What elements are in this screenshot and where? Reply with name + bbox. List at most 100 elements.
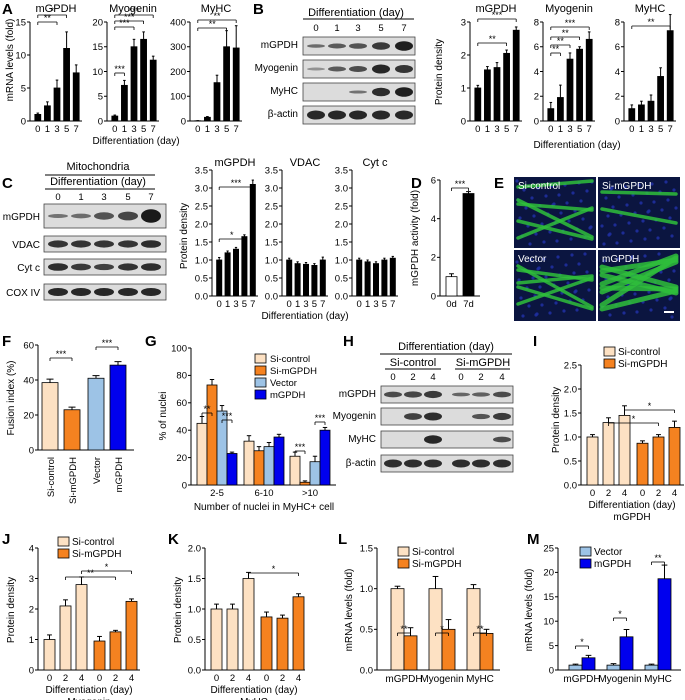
panel-i-bar xyxy=(618,414,631,486)
panel-m-x-tick-label: MyHC xyxy=(644,674,672,685)
panel-c-cytc-x-tick-label: 7 xyxy=(390,299,395,310)
panel-k-y-tick-label: 0.0 xyxy=(188,665,201,676)
panel-e-nucleus xyxy=(623,185,627,189)
panel-b-myhc-title: MyHC xyxy=(635,3,666,15)
panel-a-myhc-bar xyxy=(232,47,240,122)
panel-e-nucleus xyxy=(556,255,560,259)
panel-b-myogenin-x-tick-label: 1 xyxy=(558,124,563,135)
panel-e-myotube xyxy=(599,255,679,308)
panel-e-nucleus xyxy=(530,196,534,200)
panel-e-myotube xyxy=(599,253,679,287)
panel-a-mgpdh-y-tick-label: 10 xyxy=(15,50,26,61)
panel-h-blot-membrane xyxy=(380,385,514,404)
panel-e-nucleus xyxy=(517,278,521,282)
panel-e-image-tile xyxy=(514,177,596,248)
panel-g-y-tick-label: 40 xyxy=(176,426,187,437)
panel-j-bar xyxy=(125,600,138,671)
panel-b-myogenin-sig-label: ** xyxy=(562,28,570,38)
panel-c-mgpdh-y-tick-label: 0.5 xyxy=(195,273,208,284)
panel-j-bar xyxy=(43,639,56,671)
panel-e-image-label: Si-control xyxy=(518,181,560,192)
panel-m-legend-swatch xyxy=(579,546,592,557)
panel-e-nucleus xyxy=(531,276,535,280)
panel-e-nucleus xyxy=(668,297,672,301)
panel-b-myogenin-bar xyxy=(557,97,564,122)
panel-f-x-tick-label: Si-control xyxy=(46,457,57,497)
panel-f-sig-label: *** xyxy=(56,349,67,359)
panel-i-bar xyxy=(602,422,615,486)
panel-letter-f: F xyxy=(2,333,11,350)
panel-j-legend-label: Si-control xyxy=(72,537,114,548)
panel-i-bar xyxy=(636,442,649,486)
panel-e-nucleus xyxy=(583,252,587,256)
panel-c-blot-band xyxy=(71,240,91,248)
panel-c-vdac-x-tick-label: 0 xyxy=(287,299,292,310)
panel-a-myogenin-bar xyxy=(130,46,138,122)
panel-e-nucleus xyxy=(670,234,674,238)
panel-c-mgpdh-bar xyxy=(232,248,240,297)
panel-h-blot-band xyxy=(424,412,442,421)
panel-f-y-tick-label: 60 xyxy=(23,340,34,351)
panel-c-cytc-x-tick-label: 5 xyxy=(382,299,387,310)
panel-j-y-tick-label: 1 xyxy=(29,635,34,646)
panel-b-blot-band xyxy=(349,65,367,73)
panel-e-myotube xyxy=(516,179,594,189)
panel-k-bar xyxy=(292,596,305,671)
panel-c-vdac-x-tick-label: 1 xyxy=(295,299,300,310)
panel-e-nucleus xyxy=(534,313,538,317)
panel-g-bar xyxy=(196,422,208,486)
panel-g-legend-label: mGPDH xyxy=(270,390,306,401)
panel-g-bar xyxy=(309,461,321,486)
panel-b-myhc-x-tick-label: 1 xyxy=(639,124,644,135)
panel-h-blot-band xyxy=(424,435,442,444)
panel-a-myhc-x-tick-label: 5 xyxy=(224,124,229,135)
panel-e-nucleus xyxy=(588,226,592,230)
panel-j-x-tick-label: 2 xyxy=(113,673,118,684)
panel-i-x-tick-label: 0 xyxy=(640,488,645,499)
panel-f-x-tick-label: mGPDH xyxy=(114,457,125,493)
panel-g-bar xyxy=(319,429,331,486)
panel-k-y-tick-label: 1.5 xyxy=(188,574,201,585)
panel-g-x-tick-label: 6-10 xyxy=(254,488,273,499)
panel-a-myogenin-y-tick-label: 0 xyxy=(98,116,103,127)
panel-e-nucleus xyxy=(617,195,621,199)
panel-a-mgpdh-x-tick-label: 7 xyxy=(74,124,79,135)
panel-c-mgpdh-x-tick-label: 0 xyxy=(217,299,222,310)
panel-h-blot-band xyxy=(472,392,490,397)
panel-e-nucleus xyxy=(672,269,676,273)
panel-f-bar xyxy=(41,382,59,451)
panel-b-mgpdh-sig-label: ** xyxy=(489,34,497,44)
panel-k-x-tick-label: 0 xyxy=(264,673,269,684)
panel-e-nucleus xyxy=(668,216,672,220)
panel-b-blot-band xyxy=(328,66,346,72)
panel-c-blot-label: COX IV xyxy=(6,288,40,299)
panel-c-vdac-bar xyxy=(302,263,310,297)
panel-g-sig-label: *** xyxy=(315,413,326,423)
panel-a-myhc-y-tick-label: 300 xyxy=(170,42,186,53)
panel-c-cytc-bar xyxy=(389,257,396,297)
panel-j-bar xyxy=(59,605,72,671)
panel-b-myhc-y-tick-label: 2 xyxy=(615,92,620,103)
panel-a-mgpdh-sig-label: * xyxy=(50,6,54,16)
panel-l-sig-label: * xyxy=(440,624,444,634)
panel-b-day-label: 1 xyxy=(334,23,339,34)
panel-b-mgpdh-bar xyxy=(493,67,501,122)
panel-j-x-tick-label: 0 xyxy=(47,673,52,684)
panel-e-nucleus xyxy=(646,210,650,214)
panel-b-mgpdh-x-tick-label: 1 xyxy=(485,124,490,135)
panel-k-bar xyxy=(242,578,255,671)
panel-l-y-tick-label: 1.0 xyxy=(360,584,373,595)
panel-c-vdac-y-tick-label: 2.0 xyxy=(265,219,278,230)
panel-h-blot-label: mGPDH xyxy=(339,389,376,400)
panel-b-blot-band xyxy=(395,87,413,97)
panel-a-myogenin-bar xyxy=(121,84,128,122)
panel-e-nucleus xyxy=(629,239,633,243)
panel-h-day-label: 2 xyxy=(478,372,483,383)
panel-e-nucleus xyxy=(643,237,647,241)
panel-b-day-label: 3 xyxy=(355,23,360,34)
panel-e-nucleus xyxy=(672,188,676,192)
panel-c-vdac-y-tick-label: 3.5 xyxy=(265,165,278,176)
panel-a-ylabel: mRNA levels (fold) xyxy=(5,19,16,102)
panel-b-myhc-bar xyxy=(638,104,645,122)
panel-k-x-tick-label: 4 xyxy=(246,673,251,684)
